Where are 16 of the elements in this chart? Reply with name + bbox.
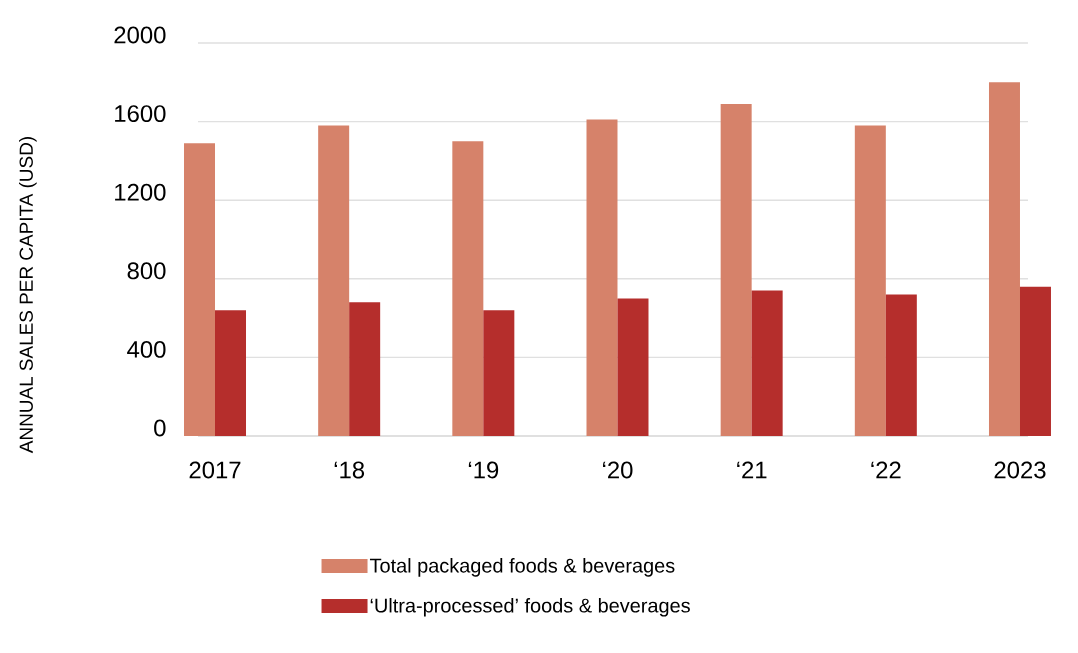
y-axis-title: ANNUAL SALES PER CAPITA (USD): [19, 137, 37, 454]
y-tick-label: 800: [127, 262, 166, 280]
x-tick-label: ‘20: [603, 461, 633, 479]
x-tick-label: ‘22: [871, 461, 901, 479]
x-tick-label: ‘21: [737, 461, 767, 479]
x-tick-label: ‘18: [334, 461, 365, 479]
y-tick-label: 1200: [115, 183, 166, 201]
x-tick-label: ‘19: [468, 461, 499, 479]
y-tick-label: 1600: [115, 105, 166, 123]
x-tick-label: 2023: [994, 461, 1046, 479]
legend-label: ‘Ultra-processed’ foods & beverages: [370, 597, 690, 617]
x-tick-label: 2017: [189, 461, 241, 479]
legend-label: Total packaged foods & beverages: [369, 558, 675, 577]
y-tick-label: 400: [127, 340, 166, 358]
y-tick-label: 0: [154, 419, 166, 437]
y-tick-label: 2000: [114, 26, 166, 44]
